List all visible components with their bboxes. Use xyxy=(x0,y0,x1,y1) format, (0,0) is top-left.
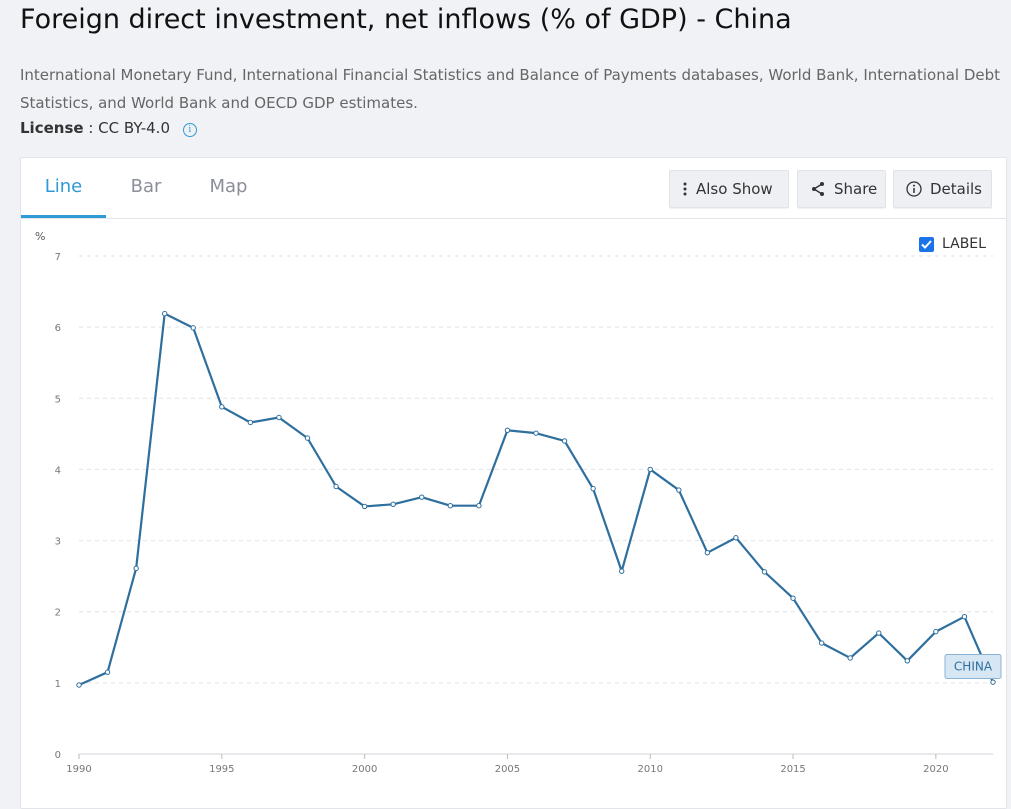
data-point[interactable] xyxy=(818,640,825,646)
x-tick-label: 2020 xyxy=(923,764,948,775)
chart-tabs: Line Bar Map Also Show Share Details xyxy=(21,158,1006,219)
data-point[interactable] xyxy=(76,682,82,688)
data-point[interactable] xyxy=(847,655,853,661)
series-end-label: CHINA xyxy=(944,653,1002,679)
x-axis-ticks: 1990 1995 2000 2005 2010 2015 2020 xyxy=(66,754,949,775)
data-point[interactable] xyxy=(533,430,539,436)
data-point[interactable] xyxy=(361,503,368,510)
data-point[interactable] xyxy=(219,404,225,410)
x-tick-label: 1995 xyxy=(209,764,234,775)
data-point[interactable] xyxy=(876,630,882,636)
data-point[interactable] xyxy=(447,503,454,509)
license-line: License : CC BY-4.0 i xyxy=(20,119,197,137)
data-point[interactable] xyxy=(904,658,911,664)
y-tick-label: 4 xyxy=(55,465,61,476)
data-point[interactable] xyxy=(161,310,168,317)
grid-lines xyxy=(79,255,993,755)
x-tick-label: 2000 xyxy=(352,764,377,775)
x-tick-label: 1990 xyxy=(66,764,91,775)
info-circle-icon xyxy=(906,181,922,197)
y-axis-ticks: 0 1 2 3 4 5 6 7 xyxy=(55,252,61,761)
y-axis-unit: % xyxy=(35,230,45,243)
share-label: Share xyxy=(834,180,878,198)
data-point[interactable] xyxy=(676,487,682,493)
y-tick-label: 7 xyxy=(55,252,61,263)
tab-map[interactable]: Map xyxy=(209,176,248,197)
series-label-text: CHINA xyxy=(954,659,993,673)
data-point[interactable] xyxy=(104,669,111,675)
label-checkbox[interactable] xyxy=(919,236,934,252)
license-label: License xyxy=(20,119,84,137)
data-point[interactable] xyxy=(333,483,339,490)
y-tick-label: 2 xyxy=(55,608,61,619)
y-tick-label: 6 xyxy=(55,323,61,334)
data-point[interactable] xyxy=(419,494,425,500)
data-point[interactable] xyxy=(647,466,653,473)
also-show-label: Also Show xyxy=(696,180,773,198)
data-point[interactable] xyxy=(133,565,139,572)
y-tick-label: 0 xyxy=(55,750,61,761)
series-group xyxy=(76,310,996,688)
data-point[interactable] xyxy=(733,535,739,541)
data-point[interactable] xyxy=(990,679,996,685)
series-line-china xyxy=(78,312,995,686)
info-icon[interactable]: i xyxy=(182,123,197,137)
data-point[interactable] xyxy=(933,628,939,635)
more-vertical-icon xyxy=(682,182,688,196)
also-show-button[interactable]: Also Show xyxy=(669,170,789,208)
x-tick-label: 2005 xyxy=(495,764,520,775)
label-toggle-text: LABEL xyxy=(942,236,986,252)
details-label: Details xyxy=(930,180,983,198)
data-point[interactable] xyxy=(790,595,796,601)
x-tick-label: 2015 xyxy=(780,764,805,775)
data-point[interactable] xyxy=(561,438,568,444)
source-text: International Monetary Fund, Internation… xyxy=(20,66,1001,112)
data-point[interactable] xyxy=(390,501,396,507)
data-point[interactable] xyxy=(276,414,282,421)
x-tick-label: 2010 xyxy=(638,764,663,775)
page-title: Foreign direct investment, net inflows (… xyxy=(20,4,792,35)
data-point[interactable] xyxy=(761,569,768,575)
share-icon xyxy=(810,181,826,197)
y-tick-label: 3 xyxy=(55,537,61,548)
share-button[interactable]: Share xyxy=(797,170,886,208)
data-point[interactable] xyxy=(247,419,254,426)
data-point[interactable] xyxy=(704,549,711,556)
y-tick-label: 1 xyxy=(55,679,61,690)
details-button[interactable]: Details xyxy=(893,170,992,208)
chart-card: Line Bar Map Also Show Share Details xyxy=(20,157,1007,809)
data-point[interactable] xyxy=(476,503,482,509)
data-point[interactable] xyxy=(504,427,511,433)
series-label-box xyxy=(944,653,1002,679)
data-point[interactable] xyxy=(304,435,311,441)
tab-bar[interactable]: Bar xyxy=(130,176,162,197)
data-point[interactable] xyxy=(961,613,968,620)
data-point[interactable] xyxy=(618,568,625,574)
y-tick-label: 5 xyxy=(55,394,61,405)
data-point[interactable] xyxy=(590,485,596,492)
data-point[interactable] xyxy=(190,325,196,331)
label-toggle[interactable]: LABEL xyxy=(919,236,986,252)
tab-line[interactable]: Line xyxy=(21,158,106,218)
license-value: : CC BY-4.0 xyxy=(88,119,170,137)
